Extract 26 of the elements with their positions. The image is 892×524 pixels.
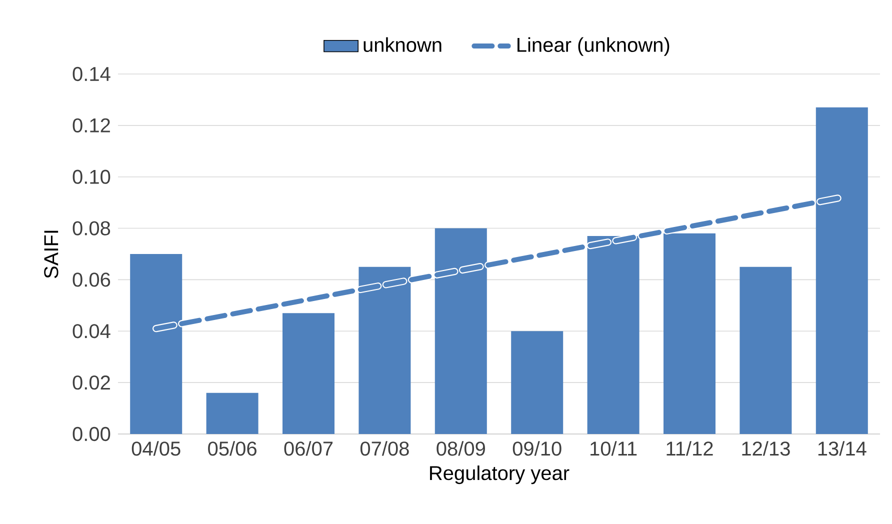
y-tick-label: 0.04 <box>72 324 110 338</box>
y-tick-label: 0.10 <box>72 170 110 184</box>
y-tick-label: 0.06 <box>72 272 110 287</box>
x-tick-label: 11/12 <box>666 441 713 456</box>
bar <box>206 392 258 434</box>
x-axis-title: Regulatory year <box>430 465 570 484</box>
y-axis-title: SAIFI <box>44 230 58 278</box>
x-tick-label: 07/08 <box>360 441 409 456</box>
x-tick-label: 06/07 <box>284 441 333 456</box>
x-tick-label: 04/05 <box>132 441 180 456</box>
legend-label: unknown <box>364 37 442 52</box>
bar <box>740 266 792 434</box>
bar <box>511 331 564 434</box>
y-tick-label: 0.02 <box>72 375 110 390</box>
x-tick-label: 05/06 <box>208 441 256 456</box>
y-tick-label: 0.12 <box>72 118 110 132</box>
bar <box>282 313 335 434</box>
x-tick-label: 12/13 <box>742 441 790 456</box>
x-tick-label: 13/14 <box>818 441 866 456</box>
legend-label: Linear (unknown) <box>518 37 670 56</box>
y-tick-label: 0.14 <box>72 66 110 82</box>
x-tick-label: 10/11 <box>590 441 637 456</box>
y-tick-label: 0.00 <box>72 426 110 442</box>
x-tick-label: 09/10 <box>512 441 562 456</box>
x-tick-label: 08/09 <box>436 441 485 456</box>
y-tick-label: 0.08 <box>72 221 110 236</box>
